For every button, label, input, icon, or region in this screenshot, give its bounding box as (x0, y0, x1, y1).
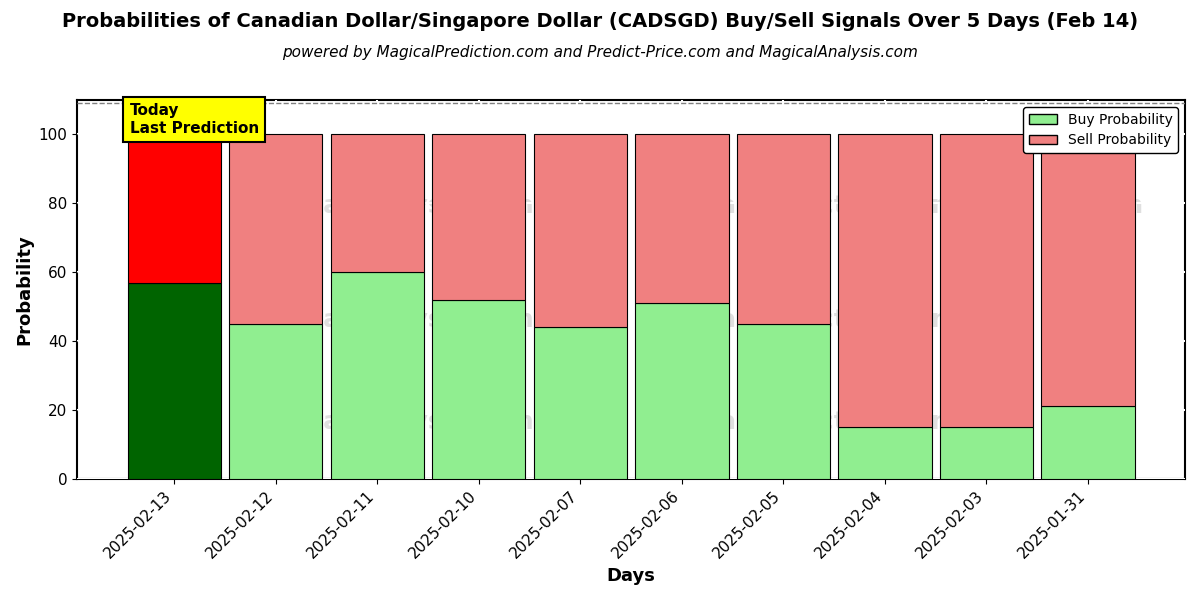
Bar (127, 283, 221, 479)
Text: MagicalAnalysis.com: MagicalAnalysis.com (240, 410, 534, 434)
Text: MagicalPrediction.com: MagicalPrediction.com (637, 410, 958, 434)
Bar (940, 134, 1033, 427)
Text: MagicalPrediction.com: MagicalPrediction.com (637, 308, 958, 332)
Bar (534, 134, 628, 327)
Bar (229, 324, 323, 479)
Bar (1042, 406, 1135, 479)
Text: Today
Last Prediction: Today Last Prediction (130, 103, 259, 136)
Legend: Buy Probability, Sell Probability: Buy Probability, Sell Probability (1024, 107, 1178, 153)
Text: MagicalAnalysis.com: MagicalAnalysis.com (240, 308, 534, 332)
Bar (432, 134, 526, 300)
Text: MagicalAnalysis.com: MagicalAnalysis.com (240, 194, 534, 218)
Y-axis label: Probability: Probability (14, 234, 32, 345)
Bar (838, 427, 931, 479)
Text: m: m (1116, 194, 1142, 218)
Bar (940, 427, 1033, 479)
Bar (127, 134, 221, 283)
Bar (635, 134, 728, 303)
Bar (635, 303, 728, 479)
Bar (737, 324, 830, 479)
Bar (737, 134, 830, 324)
X-axis label: Days: Days (607, 567, 655, 585)
Bar (229, 134, 323, 324)
Text: MagicalPrediction.com: MagicalPrediction.com (637, 194, 958, 218)
Bar (838, 134, 931, 427)
Bar (534, 327, 628, 479)
Text: Probabilities of Canadian Dollar/Singapore Dollar (CADSGD) Buy/Sell Signals Over: Probabilities of Canadian Dollar/Singapo… (62, 12, 1138, 31)
Bar (330, 134, 424, 272)
Text: powered by MagicalPrediction.com and Predict-Price.com and MagicalAnalysis.com: powered by MagicalPrediction.com and Pre… (282, 45, 918, 60)
Bar (330, 272, 424, 479)
Bar (432, 300, 526, 479)
Bar (1042, 134, 1135, 406)
